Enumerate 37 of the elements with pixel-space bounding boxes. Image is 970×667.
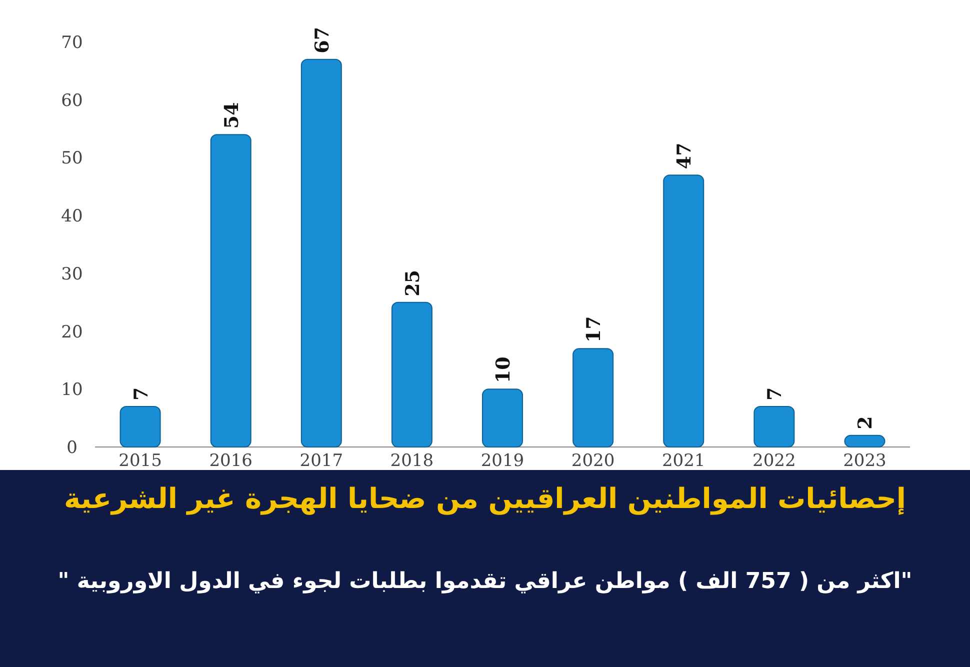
data-label: 54 <box>220 102 243 129</box>
x-tick-label: 2019 <box>480 451 524 471</box>
y-tick-label: 70 <box>61 33 83 53</box>
data-label: 67 <box>311 26 334 54</box>
y-tick-label: 40 <box>61 206 83 227</box>
bar <box>663 174 704 448</box>
y-tick-label: 20 <box>61 322 83 342</box>
data-label: 17 <box>583 316 606 343</box>
bar <box>844 434 886 448</box>
x-tick-label: 2017 <box>300 451 344 471</box>
bar <box>300 58 342 448</box>
bar <box>572 348 614 448</box>
data-label: 47 <box>674 142 696 170</box>
x-tick-label: 2016 <box>209 451 252 471</box>
text: "اكثر من ( 757 الف ) مواطن عراقي تقدموا بطلبات لجوء في الدول الاوروبية " <box>58 569 912 594</box>
y-tick-label: 30 <box>61 264 83 284</box>
y-tick-label: 50 <box>61 148 83 169</box>
bar <box>120 406 161 448</box>
data-label: 10 <box>492 356 514 384</box>
y-tick-label: 0 <box>66 438 78 458</box>
bar <box>391 302 432 448</box>
bar <box>210 134 252 448</box>
y-tick-label: 10 <box>61 380 83 400</box>
text: إحصائيات المواطنين العراقيين من ضحايا الهجرة غير الشرعية <box>64 482 906 515</box>
data-label: 7 <box>130 387 152 400</box>
x-tick-label: 2021 <box>662 451 706 471</box>
x-tick-label: 2023 <box>843 451 886 471</box>
data-label: 25 <box>402 270 424 296</box>
x-tick-label: 2022 <box>752 451 796 471</box>
y-tick-label: 60 <box>61 90 83 111</box>
x-tick-label: 2018 <box>390 451 434 471</box>
bar <box>754 406 795 448</box>
data-label: 7 <box>764 387 786 400</box>
x-tick-label: 2020 <box>571 451 615 471</box>
data-label: 2 <box>854 416 877 430</box>
bar <box>482 388 523 448</box>
x-tick-label: 2015 <box>118 451 162 471</box>
